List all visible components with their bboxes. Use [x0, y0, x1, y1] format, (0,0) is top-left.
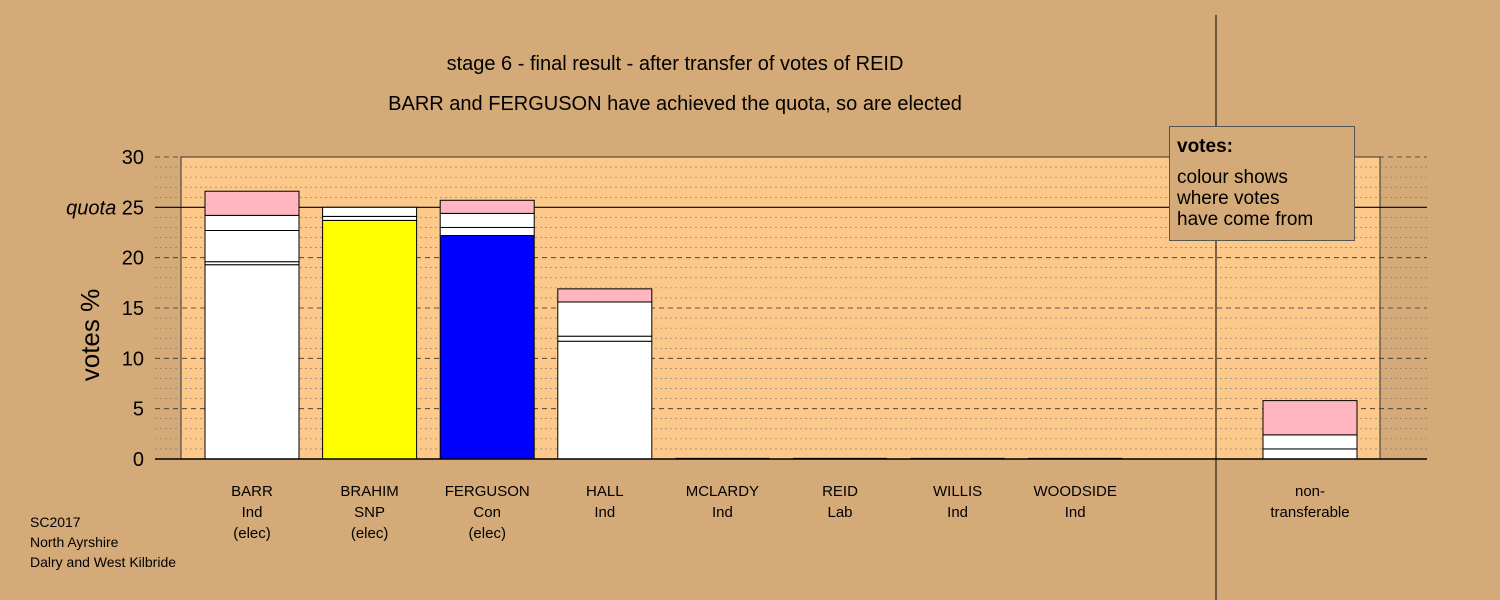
- footer-line-election: SC2017: [30, 514, 81, 530]
- bar-segment-hall-from-mclardy: [557, 335, 653, 342]
- y-tick-label: 5: [133, 399, 144, 421]
- bar-segment-ferguson-from-woodside: [439, 226, 535, 237]
- bar-segment-brahim-from-willis: [322, 206, 418, 217]
- bar-segment-ferguson-from-willis: [439, 212, 535, 228]
- bar-segment-hall-from-hall: [557, 340, 653, 460]
- x-label-status-barr: (elec): [233, 525, 271, 542]
- x-label-status-brahim: (elec): [351, 525, 389, 542]
- legend-title: votes:: [1177, 136, 1233, 157]
- bar-segment-non-transferable-from-reid: [1262, 400, 1358, 436]
- legend-text: colour shows where votes have come from: [1177, 167, 1314, 230]
- x-label-non-transferable-line2: transferable: [1270, 504, 1349, 521]
- bar-segment-barr-from-barr: [204, 264, 300, 460]
- x-label-party-hall: Ind: [594, 504, 615, 521]
- x-label-party-brahim: SNP: [354, 504, 385, 521]
- x-label-party-ferguson: Con: [473, 504, 501, 521]
- x-label-name-willis: WILLIS: [933, 483, 982, 500]
- x-label-non-transferable-line1: non-: [1295, 483, 1325, 500]
- footer-info: SC2017 North Ayrshire Dalry and West Kil…: [30, 512, 176, 572]
- x-label-name-ferguson: FERGUSON: [445, 483, 530, 500]
- quota-value: 25: [122, 197, 144, 219]
- y-tick-label: 0: [133, 449, 144, 471]
- x-label-party-mclardy: Ind: [712, 504, 733, 521]
- x-label-name-hall: HALL: [586, 483, 624, 500]
- footer-line-ward: Dalry and West Kilbride: [30, 554, 177, 570]
- x-label-party-barr: Ind: [242, 504, 263, 521]
- x-label-name-woodside: WOODSIDE: [1034, 483, 1117, 500]
- chart-title: stage 6 - final result - after transfer …: [446, 53, 904, 75]
- x-label-name-barr: BARR: [231, 483, 273, 500]
- bar-segment-brahim-from-woodside: [322, 215, 418, 221]
- y-tick-label: 20: [122, 248, 144, 270]
- x-label-status-ferguson: (elec): [468, 525, 506, 542]
- y-axis-label: votes %: [75, 289, 105, 382]
- y-tick-label: quota 25: [66, 197, 144, 219]
- bar-segment-barr-from-reid: [204, 190, 300, 216]
- footer-line-council: North Ayrshire: [30, 534, 119, 550]
- bar-segment-non-transferable-from-willis: [1262, 434, 1358, 450]
- y-tick-label: 15: [122, 298, 144, 320]
- y-tick-label: 30: [122, 147, 144, 169]
- bar-segment-brahim-from-brahim: [322, 219, 418, 460]
- y-tick-label: 10: [122, 348, 144, 370]
- x-label-party-woodside: Ind: [1065, 504, 1086, 521]
- bar-segment-ferguson-from-ferguson: [439, 235, 535, 460]
- quota-label: quota: [66, 197, 122, 219]
- bar-segment-barr-from-willis: [204, 214, 300, 231]
- x-label-party-reid: Lab: [827, 504, 852, 521]
- bar-segment-hall-from-reid: [557, 288, 653, 303]
- bar-segment-barr-from-woodside: [204, 229, 300, 263]
- bar-segment-non-transferable-from-woodside: [1262, 448, 1358, 460]
- chart-subtitle: BARR and FERGUSON have achieved the quot…: [388, 93, 962, 115]
- bar-segment-ferguson-from-reid: [439, 199, 535, 214]
- x-label-name-brahim: BRAHIM: [340, 483, 398, 500]
- x-label-name-mclardy: MCLARDY: [686, 483, 759, 500]
- legend-box: votes: colour shows where votes have com…: [1169, 126, 1355, 241]
- x-label-party-willis: Ind: [947, 504, 968, 521]
- bar-segment-hall-from-woodside: [557, 301, 653, 337]
- x-label-name-reid: REID: [822, 483, 858, 500]
